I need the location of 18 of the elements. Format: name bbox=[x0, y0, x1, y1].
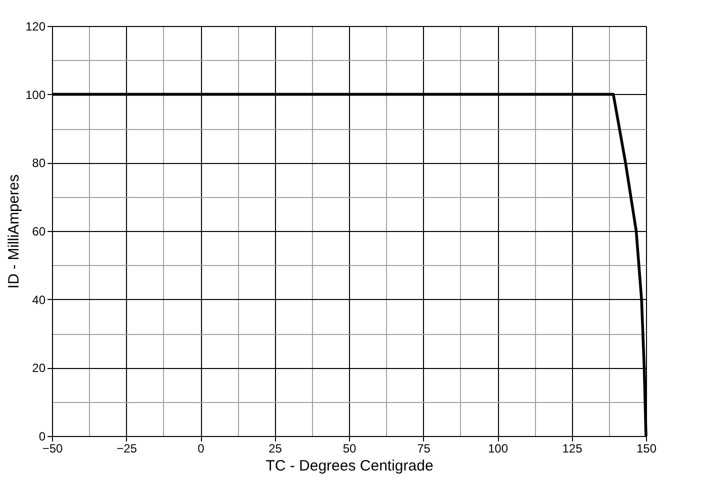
x-axis-title: TC - Degrees Centigrade bbox=[266, 458, 434, 474]
x-tick-label: 100 bbox=[488, 442, 508, 456]
y-tick-label: 100 bbox=[25, 88, 46, 102]
y-tick-label: 80 bbox=[32, 156, 46, 170]
x-tick-label: 0 bbox=[198, 442, 205, 456]
x-tick-label: 150 bbox=[636, 442, 657, 456]
x-tick-label: 75 bbox=[417, 442, 431, 456]
y-tick-label: 20 bbox=[32, 361, 46, 376]
x-tick-label: 50 bbox=[342, 442, 356, 456]
y-tick-label: 40 bbox=[32, 292, 46, 307]
y-tick-label: 60 bbox=[32, 224, 46, 238]
y-tick-label: 0 bbox=[38, 430, 46, 444]
y-tick-label: 120 bbox=[25, 20, 46, 34]
x-tick-label: 25 bbox=[268, 442, 282, 456]
x-tick-label: 125 bbox=[562, 442, 583, 456]
x-tick-label: −25 bbox=[116, 442, 138, 456]
x-tick-label: −50 bbox=[42, 442, 63, 456]
y-axis-title: ID - MilliAmperes bbox=[5, 174, 22, 289]
